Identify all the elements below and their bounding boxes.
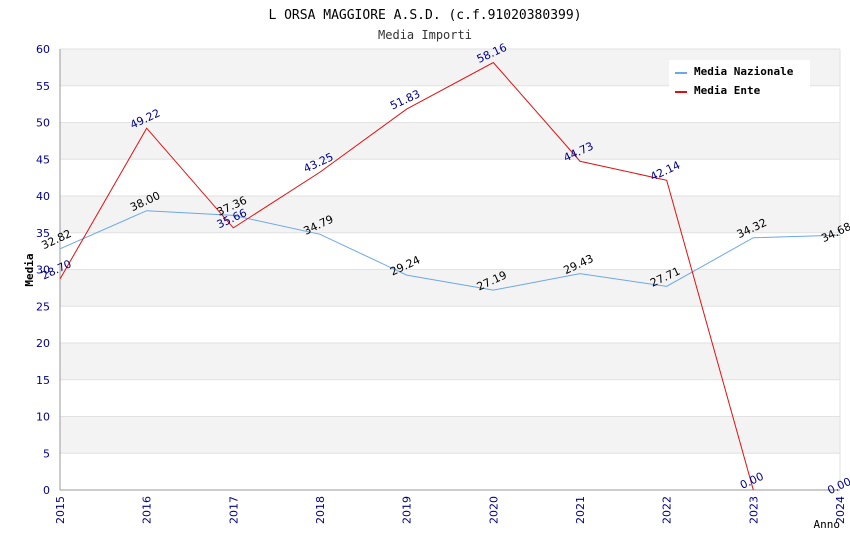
- legend: Media Nazionale Media Ente: [669, 60, 810, 106]
- x-tick-label: 2024: [834, 496, 847, 524]
- y-tick-label: 10: [36, 411, 50, 424]
- grid-lines: [60, 48, 841, 491]
- grid-band: [60, 416, 840, 454]
- legend-label-media-ente: Media Ente: [694, 84, 761, 97]
- x-tick-label: 2016: [141, 496, 154, 524]
- series-lines: [59, 61, 841, 491]
- data-label: 0.00: [738, 470, 766, 492]
- legend-label-media-nazionale: Media Nazionale: [694, 65, 794, 78]
- grid-band: [60, 269, 840, 307]
- y-tick-label: 15: [36, 374, 50, 387]
- y-tick-label: 25: [36, 300, 50, 313]
- y-tick-label: 30: [36, 264, 50, 277]
- y-tick-label: 60: [36, 43, 50, 56]
- y-axis-label: Media: [23, 253, 36, 286]
- data-label: 51.83: [388, 87, 422, 112]
- x-tick-label: 2022: [661, 496, 674, 524]
- grid-band: [60, 343, 840, 380]
- x-tick-label: 2015: [54, 496, 67, 524]
- y-tick-label: 5: [43, 447, 50, 460]
- x-axis-label: Anno: [814, 518, 841, 531]
- x-tick-label: 2017: [227, 496, 240, 524]
- y-tick-label: 55: [36, 80, 50, 93]
- x-tick-labels: 2015 2016 2017 2018 2019 2020 2021 2022 2023 2024: [54, 496, 847, 524]
- x-tick-label: 2018: [314, 496, 327, 524]
- chart-subtitle: Media Importi: [378, 28, 472, 42]
- x-tick-label: 2023: [747, 496, 760, 524]
- x-tick-label: 2020: [487, 496, 500, 524]
- y-tick-label: 45: [36, 153, 50, 166]
- legend-box: [669, 60, 810, 106]
- y-tick-labels: 0 5 10 15 20 25 30 35 40 45 50 55 60: [36, 43, 50, 497]
- data-label: 0.00: [826, 475, 850, 497]
- x-tick-label: 2021: [574, 496, 587, 524]
- x-tick-label: 2019: [401, 496, 414, 524]
- y-tick-label: 50: [36, 117, 50, 130]
- chart-title: L ORSA MAGGIORE A.S.D. (c.f.91020380399): [268, 8, 581, 23]
- axes: [59, 49, 840, 491]
- series-line-media-nazionale: [59, 210, 841, 291]
- y-tick-label: 20: [36, 337, 50, 350]
- grid-band: [60, 122, 840, 160]
- grid-band: [60, 196, 840, 233]
- y-tick-label: 35: [36, 227, 50, 240]
- y-tick-label: 40: [36, 190, 50, 203]
- y-tick-label: 0: [43, 484, 50, 497]
- grid-bands: [60, 49, 840, 454]
- series-line-media-ente: [59, 61, 754, 491]
